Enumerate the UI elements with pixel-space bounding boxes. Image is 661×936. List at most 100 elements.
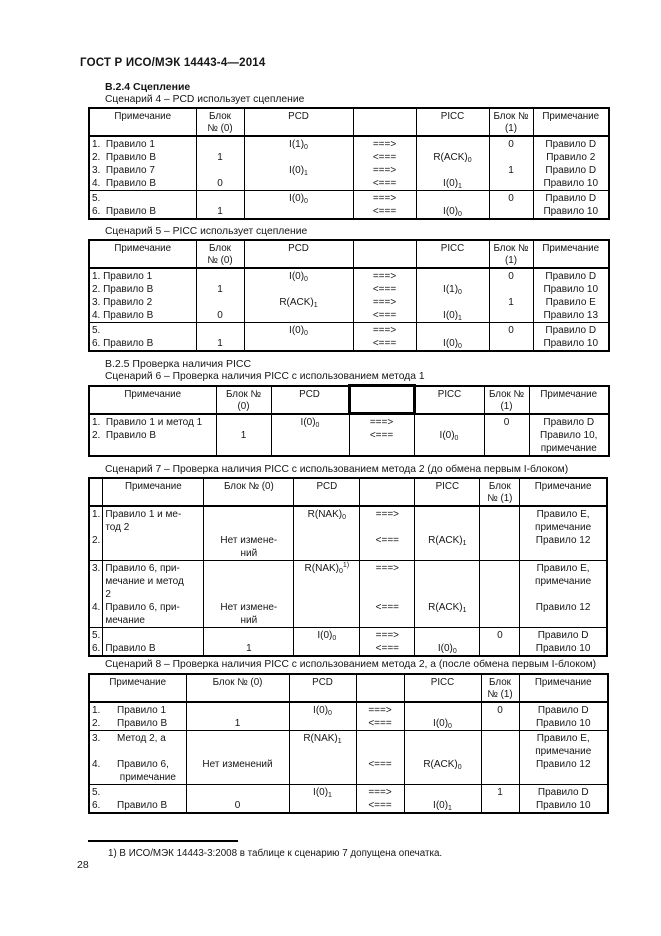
cell-line <box>487 429 527 442</box>
table-row: 3. Метод 2, а 4. Правило 6, примечание Н… <box>88 730 609 785</box>
table-cell <box>480 730 520 785</box>
cell-line: 6. <box>92 643 101 654</box>
header-line: (0) <box>237 400 250 412</box>
cell-line: R(ACK)0 <box>433 152 472 164</box>
header-line <box>359 677 402 689</box>
cell-line: Правило 2 <box>546 152 596 163</box>
cell-line: ===> <box>372 193 397 204</box>
header-line: Блок <box>209 111 231 122</box>
cell-line <box>407 745 479 758</box>
header-line <box>356 111 414 123</box>
column-header: Примечание <box>102 477 205 507</box>
cell-line: Правило 1 и ме- <box>105 509 182 520</box>
table-cell: Правило D Правило 10 Правило E Правило 13 <box>532 267 610 323</box>
header-line: (1) <box>500 400 513 412</box>
header-line: Блок <box>488 481 511 492</box>
column-header <box>352 239 417 269</box>
cell-line: ===> <box>375 509 400 520</box>
scenario-5-table: Примечание Блок № (0) PCD PICC Блок № (1) Прим… <box>88 239 610 352</box>
scenario-5-title: Сценарий 5 – PICC использует сцепление <box>105 226 308 237</box>
cell-line: R(ACK)1 <box>279 297 318 309</box>
cell-line: 1 <box>217 338 223 349</box>
table-cell: I(0)0 <box>270 413 350 457</box>
table-cell: <=== <box>355 730 405 785</box>
data-table: Примечание Блок № (0) PCD PICC Блок № (1) Прим… <box>88 107 610 220</box>
cell-line: 4. Правило B <box>92 310 154 321</box>
section-heading-b24: В.2.4 Сцепление <box>105 81 191 93</box>
cell-line: Правило 10 <box>543 284 599 295</box>
cell-line <box>482 601 517 614</box>
cell-line <box>417 588 477 601</box>
cell-line: ===> <box>368 787 392 798</box>
cell-line <box>292 771 354 784</box>
table-cell: 1 0 <box>195 267 245 323</box>
table-cell: Правило D Правило 10 <box>532 322 610 352</box>
column-header: Примечание <box>528 385 610 415</box>
cell-line <box>362 575 412 588</box>
cell-line <box>292 745 354 758</box>
cell-line <box>522 614 604 627</box>
cell-line: 4. <box>92 602 101 613</box>
header-line: Блок <box>489 677 511 688</box>
column-header: Блок № (1) <box>483 385 530 415</box>
table-cell: I(0)1 <box>403 784 482 814</box>
cell-line: Правило E, <box>536 509 590 520</box>
cell-line <box>219 442 269 455</box>
table-row: 5. 6. Правило B 0 I(0)1 ===> <=== I(0)1 1 Пр… <box>88 784 609 814</box>
cell-line <box>417 442 482 455</box>
cell-line <box>296 575 357 588</box>
cell-line <box>484 758 517 771</box>
table-row: 5. 6. Правило B 1 I(0)0 ===> <=== I(0)0 0 Пр… <box>88 627 608 657</box>
cell-line <box>247 151 351 164</box>
table-cell: ===> <=== ===> <=== <box>352 135 417 191</box>
cell-line <box>206 562 291 575</box>
cell-line <box>417 416 482 429</box>
table-cell: 0 <box>488 190 534 220</box>
table-cell: I(0)1 <box>288 784 357 814</box>
column-header: Блок № (1) <box>488 239 534 269</box>
column-header: Блок № (0) <box>215 385 272 415</box>
table-row: 1. 2. Правило 1 и ме-тод 2 Нет измене-ни… <box>88 505 608 561</box>
cell-line: I(0)0 <box>300 416 320 429</box>
header-line <box>362 481 412 493</box>
cell-line <box>199 192 242 205</box>
cell-line <box>359 732 402 745</box>
cell-line: Правило 12 <box>535 535 591 546</box>
cell-line <box>105 547 201 560</box>
cell-line <box>92 521 100 534</box>
cell-line <box>92 547 100 560</box>
cell-line <box>296 614 357 627</box>
cell-line <box>296 547 357 560</box>
cell-line: I(0)1 <box>313 787 332 799</box>
table-cell: ===> <=== <box>355 784 405 814</box>
column-header: PICC <box>415 107 490 137</box>
cell-line <box>362 521 412 534</box>
cell-line: <=== <box>372 310 397 321</box>
cell-line: <=== <box>372 152 397 163</box>
table-cell: ===> <=== <box>348 413 415 457</box>
table-row: 5. 6. Правило B 1 I(0)0 ===> <=== I(0)0 0 Пр… <box>88 322 610 352</box>
cell-line: <=== <box>368 718 392 729</box>
column-header: Блок № (0) <box>195 107 245 137</box>
section-heading-b25: В.2.5 Проверка наличия PICC <box>105 358 252 370</box>
cell-line: R(ACK)1 <box>428 535 467 547</box>
cell-line: I(0)0 <box>437 643 457 655</box>
cell-line: Нет измене- <box>220 602 278 613</box>
table-cell: 1 <box>203 627 295 657</box>
header-line: Блок № <box>493 243 529 254</box>
cell-line: Правило B <box>105 643 156 654</box>
cell-line <box>492 283 531 296</box>
cell-line <box>92 745 184 758</box>
cell-line: Правило D <box>537 630 589 641</box>
cell-line: ===> <box>375 563 400 574</box>
table-cell: 1. Правило 1 2. Правило B 3. Правило 7 4. П… <box>88 135 197 191</box>
column-header: Блок № (0) <box>185 673 290 703</box>
cell-line <box>419 270 487 283</box>
data-table: Примечание Блок № (0) PCD PICC Блок № (1) При… <box>88 673 609 814</box>
scenario-4-title: Сценарий 4 – PCD использует сцепление <box>105 94 305 105</box>
cell-line: <=== <box>372 206 397 217</box>
table-cell: ===> <=== <box>352 190 417 220</box>
cell-line: 2. Правило B <box>92 429 157 441</box>
table-row: 1. Правило 1 2. Правило B 1 I(0)0 ===> <===… <box>88 701 609 731</box>
footnote-text: 1) В ИСО/МЭК 14443-3:2008 в таблице к сц… <box>108 848 443 859</box>
